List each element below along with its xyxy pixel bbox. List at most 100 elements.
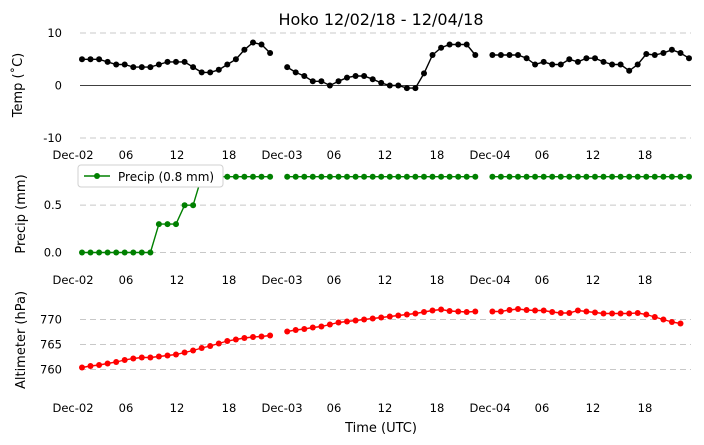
data-point	[335, 78, 342, 85]
data-point	[224, 61, 231, 68]
data-point	[284, 328, 291, 335]
data-point	[121, 61, 128, 68]
x-tick-label: 06	[119, 401, 134, 415]
x-tick-label: 06	[535, 273, 550, 287]
data-point	[181, 58, 188, 65]
data-point	[403, 311, 410, 318]
x-tick-label: 18	[430, 401, 445, 415]
data-point	[335, 173, 342, 180]
data-point	[113, 359, 120, 365]
data-point	[438, 44, 445, 51]
data-point	[395, 312, 402, 319]
data-point	[617, 173, 624, 180]
data-point	[147, 249, 154, 256]
data-point	[369, 76, 376, 83]
data-point	[549, 61, 556, 68]
data-point	[361, 73, 368, 79]
data-point	[113, 61, 120, 68]
data-point	[643, 51, 650, 57]
data-point	[677, 173, 684, 180]
x-tick-label: Dec-04	[469, 148, 510, 162]
data-point	[592, 173, 598, 180]
x-tick-label: 18	[222, 401, 237, 415]
data-point	[198, 69, 205, 76]
data-point	[250, 39, 256, 46]
data-point	[87, 249, 94, 256]
data-point	[344, 318, 350, 325]
data-point	[250, 334, 256, 340]
data-point	[113, 249, 120, 256]
data-point	[643, 311, 650, 318]
data-point	[660, 316, 667, 323]
data-point	[301, 173, 308, 180]
x-tick-label: 12	[170, 148, 185, 162]
data-point	[181, 202, 188, 209]
data-point	[79, 56, 85, 63]
data-point	[532, 173, 539, 180]
legend-box	[77, 164, 224, 188]
series-line	[82, 41, 271, 74]
temperature-ylabel: Temp (˚C)	[10, 53, 26, 119]
data-point	[79, 249, 85, 256]
data-point	[232, 173, 239, 180]
data-point	[318, 78, 325, 85]
y-tick-label: 765	[40, 338, 62, 352]
data-point	[660, 173, 667, 180]
data-point	[626, 173, 633, 180]
data-point	[472, 52, 479, 58]
data-point	[138, 354, 145, 361]
data-point	[686, 55, 692, 62]
x-tick-label: 18	[430, 273, 445, 287]
x-tick-label: 12	[586, 273, 601, 287]
data-point	[138, 249, 145, 256]
x-tick-label: Dec-03	[261, 401, 302, 415]
precipitation-ylabel: Precip (mm)	[14, 174, 29, 253]
y-tick-label: 0	[55, 79, 62, 93]
x-tick-label: Dec-03	[261, 148, 302, 162]
data-point	[87, 363, 94, 369]
data-point	[583, 308, 590, 315]
data-point	[540, 173, 547, 180]
x-tick-label: 12	[378, 401, 393, 415]
precip-legend: Precip (0.8 mm)	[77, 164, 224, 188]
data-point	[626, 310, 633, 317]
data-point	[651, 173, 658, 180]
data-point	[574, 307, 581, 314]
data-point	[438, 306, 445, 313]
data-point	[515, 52, 521, 58]
data-point	[267, 50, 274, 56]
data-point	[215, 66, 222, 73]
data-point	[232, 336, 239, 343]
data-point	[378, 314, 385, 321]
data-point	[284, 64, 291, 71]
data-point	[250, 173, 256, 180]
x-tick-label: 06	[119, 273, 134, 287]
data-point	[207, 343, 214, 349]
data-point	[386, 173, 393, 180]
data-point	[489, 173, 496, 180]
data-point	[600, 58, 607, 65]
data-point	[96, 56, 103, 63]
data-point	[344, 173, 350, 180]
data-point	[421, 173, 427, 180]
data-point	[455, 173, 462, 180]
data-point	[224, 173, 231, 180]
data-point	[540, 58, 547, 65]
x-tick-label: 12	[170, 273, 185, 287]
data-point	[412, 85, 419, 92]
data-point	[617, 61, 624, 68]
data-point	[378, 79, 385, 86]
chart-title: Hoko 12/02/18 - 12/04/18	[278, 10, 483, 29]
data-point	[309, 324, 316, 331]
data-point	[455, 308, 462, 315]
data-point	[438, 173, 445, 180]
data-point	[318, 323, 325, 330]
x-tick-label: 06	[327, 401, 342, 415]
data-point	[190, 202, 197, 209]
data-point	[352, 73, 359, 79]
data-point	[309, 78, 316, 85]
data-point	[634, 310, 641, 316]
data-point	[173, 58, 179, 65]
data-point	[395, 173, 402, 180]
data-point	[403, 173, 410, 180]
